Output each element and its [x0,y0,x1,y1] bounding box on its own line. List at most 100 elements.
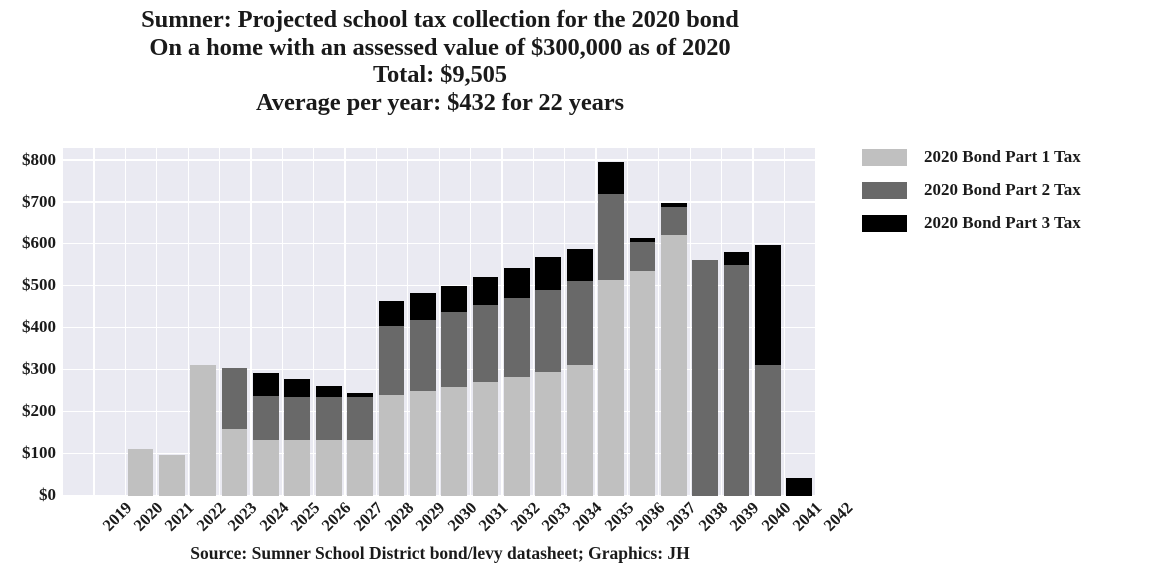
chart-title: Sumner: Projected school tax collection … [0,6,880,116]
gridline-vertical [783,148,785,496]
x-tick-label-2021: 2021 [161,498,198,535]
bar-segment-part3 [441,285,468,312]
bar-segment-part2 [409,319,436,391]
bar-segment-part3 [253,373,279,396]
bar-segment-part1 [504,377,530,496]
bar-2031[interactable] [441,285,468,496]
x-tick-label-2029: 2029 [412,498,449,535]
bar-segment-part1 [409,390,436,496]
legend-item-part2[interactable]: 2020 Bond Part 2 Tax [862,175,1142,205]
bar-2027[interactable] [315,385,342,496]
bar-segment-part3 [284,379,311,397]
bar-segment-part2 [253,395,279,441]
y-tick-label: $100 [22,443,56,463]
gridline-vertical [407,148,409,496]
gridline-vertical [187,148,189,496]
x-tick-label-2031: 2031 [474,498,512,535]
y-tick-label: $400 [22,317,56,337]
bar-2033[interactable] [504,267,530,496]
x-tick-label-2028: 2028 [380,498,418,535]
bar-segment-part2 [598,193,624,281]
bar-2041[interactable] [755,245,781,496]
gridline-vertical [438,148,440,496]
x-tick-label-2033: 2033 [537,498,575,535]
legend-label: 2020 Bond Part 2 Tax [924,180,1081,199]
bar-segment-part2 [535,290,562,373]
bar-segment-part2 [723,264,750,496]
y-tick-label: $500 [22,275,56,295]
bar-2032[interactable] [472,277,499,496]
gridline-vertical [501,148,503,496]
x-tick-label-2042: 2042 [819,498,857,535]
bar-segment-part1 [315,440,342,496]
x-tick-label-2037: 2037 [663,498,700,535]
gridline-vertical [344,148,346,496]
bar-segment-part2 [504,297,530,378]
y-tick-label: $300 [22,359,56,379]
bar-segment-part2 [284,396,311,441]
bar-segment-part1 [284,440,311,496]
bar-segment-part2 [378,326,405,396]
x-tick-label-2019: 2019 [98,498,136,535]
gridline-vertical [93,148,95,496]
title-line-4: Average per year: $432 for 22 years [256,88,624,116]
y-tick-label: $700 [22,191,56,211]
bar-segment-part1 [347,440,373,496]
gridline-vertical [752,148,754,496]
y-tick-label: $600 [22,233,56,253]
bar-2029[interactable] [378,300,405,496]
chart-legend: 2020 Bond Part 1 Tax 2020 Bond Part 2 Tax… [862,142,1142,241]
bar-segment-part3 [566,249,593,281]
bar-2028[interactable] [347,392,373,496]
gridline-vertical [124,148,127,496]
bar-segment-part1 [253,440,279,496]
bar-segment-part1 [158,454,185,496]
bar-2039[interactable] [692,259,719,496]
title-line-3: Total: $9,505 [373,61,507,88]
bar-segment-part2 [566,280,593,365]
bar-segment-part3 [409,292,436,320]
gridline-vertical [626,148,629,496]
gridline-vertical [815,148,817,496]
legend-swatch-icon [862,148,907,166]
bar-2023[interactable] [190,364,217,496]
bar-segment-part3 [723,251,750,265]
y-axis: $0 $100 $200 $300 $400 $500 $600 $700 $800 [0,148,1152,504]
source-caption: Source: Sumner School District bond/levy… [190,543,690,563]
bar-2021[interactable] [127,448,154,496]
x-tick-label-2038: 2038 [694,498,732,535]
bar-segment-part1 [190,364,217,496]
legend-swatch-icon [862,181,907,199]
gridline-vertical [250,148,252,496]
gridline-vertical [532,148,534,496]
bar-segment-part3 [504,267,530,298]
bar-2036[interactable] [598,161,624,496]
bar-segment-part3 [660,202,687,207]
gridline-vertical [62,148,64,496]
legend-item-part1[interactable]: 2020 Bond Part 1 Tax [862,142,1142,172]
bar-segment-part2 [692,259,719,496]
bar-2037[interactable] [629,237,656,496]
bar-2025[interactable] [253,373,279,496]
bar-2022[interactable] [158,454,185,496]
y-tick-label: $0 [39,485,56,504]
gridline-vertical [218,148,221,496]
x-tick-label-2032: 2032 [506,498,543,535]
bar-2024[interactable] [221,368,248,496]
gridline-vertical [720,148,723,496]
bar-2038[interactable] [660,202,687,496]
x-tick-label-2035: 2035 [600,498,638,535]
bar-segment-part3 [535,257,562,291]
bar-2035[interactable] [566,249,593,496]
bar-2026[interactable] [284,379,311,496]
gridline-vertical [595,148,597,496]
bar-segment-part3 [755,245,781,365]
bar-2034[interactable] [535,257,562,496]
bar-segment-part1 [566,364,593,496]
bar-segment-part2 [755,364,781,496]
bar-2030[interactable] [409,292,436,496]
bar-2042[interactable] [786,478,813,496]
legend-item-part3[interactable]: 2020 Bond Part 3 Tax [862,208,1142,238]
bar-2040[interactable] [723,251,750,496]
